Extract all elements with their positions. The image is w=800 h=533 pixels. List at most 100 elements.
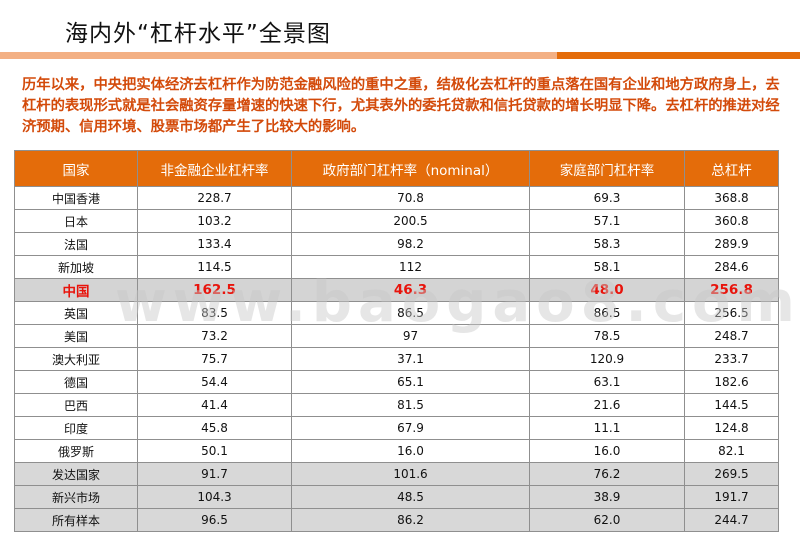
cell-total: 182.6 [684, 370, 779, 394]
cell-corporate: 96.5 [137, 508, 292, 532]
cell-total: 284.6 [684, 255, 779, 279]
cell-country: 中国 [14, 278, 138, 302]
cell-corporate: 103.2 [137, 209, 292, 233]
cell-corporate: 104.3 [137, 485, 292, 509]
table-row: 新加坡 114.5 112 58.1 284.6 [14, 255, 779, 279]
cell-government: 48.5 [291, 485, 530, 509]
cell-household: 58.3 [529, 232, 685, 256]
cell-household: 58.1 [529, 255, 685, 279]
cell-government: 101.6 [291, 462, 530, 486]
cell-corporate: 54.4 [137, 370, 292, 394]
header-government: 政府部门杠杆率（nominal） [291, 150, 530, 187]
cell-household: 78.5 [529, 324, 685, 348]
intro-paragraph: 历年以来，中央把实体经济去杠杆作为防范金融风险的重中之重，结极化去杠杆的重点落在… [22, 77, 780, 135]
cell-country: 日本 [14, 209, 138, 233]
table-row-summary: 发达国家 91.7 101.6 76.2 269.5 [14, 462, 779, 486]
cell-corporate: 41.4 [137, 393, 292, 417]
cell-country: 巴西 [14, 393, 138, 417]
cell-government: 112 [291, 255, 530, 279]
cell-household: 21.6 [529, 393, 685, 417]
cell-country: 法国 [14, 232, 138, 256]
cell-country: 德国 [14, 370, 138, 394]
cell-household: 86.5 [529, 301, 685, 325]
cell-total: 269.5 [684, 462, 779, 486]
cell-government: 46.3 [291, 278, 530, 302]
table-row: 印度 45.8 67.9 11.1 124.8 [14, 416, 779, 440]
cell-government: 37.1 [291, 347, 530, 371]
cell-government: 16.0 [291, 439, 530, 463]
header-household: 家庭部门杠杆率 [529, 150, 685, 187]
cell-government: 98.2 [291, 232, 530, 256]
cell-corporate: 83.5 [137, 301, 292, 325]
table-header-row: 国家 非金融企业杠杆率 政府部门杠杆率（nominal） 家庭部门杠杆率 总杠杆 [14, 150, 779, 187]
cell-household: 11.1 [529, 416, 685, 440]
cell-total: 244.7 [684, 508, 779, 532]
table-row-summary: 新兴市场 104.3 48.5 38.9 191.7 [14, 485, 779, 509]
title-underline-dark [557, 52, 800, 59]
leverage-table: 国家 非金融企业杠杆率 政府部门杠杆率（nominal） 家庭部门杠杆率 总杠杆… [14, 150, 779, 532]
cell-total: 248.7 [684, 324, 779, 348]
table-row: 法国 133.4 98.2 58.3 289.9 [14, 232, 779, 256]
header-country: 国家 [14, 150, 138, 187]
cell-household: 69.3 [529, 186, 685, 210]
cell-total: 256.5 [684, 301, 779, 325]
cell-household: 48.0 [529, 278, 685, 302]
table-row: 巴西 41.4 81.5 21.6 144.5 [14, 393, 779, 417]
cell-country: 中国香港 [14, 186, 138, 210]
cell-government: 86.2 [291, 508, 530, 532]
cell-total: 191.7 [684, 485, 779, 509]
cell-total: 144.5 [684, 393, 779, 417]
cell-government: 97 [291, 324, 530, 348]
cell-total: 360.8 [684, 209, 779, 233]
table-row: 澳大利亚 75.7 37.1 120.9 233.7 [14, 347, 779, 371]
cell-country: 所有样本 [14, 508, 138, 532]
cell-corporate: 73.2 [137, 324, 292, 348]
cell-total: 256.8 [684, 278, 779, 302]
cell-corporate: 228.7 [137, 186, 292, 210]
table-row: 美国 73.2 97 78.5 248.7 [14, 324, 779, 348]
cell-country: 印度 [14, 416, 138, 440]
cell-government: 81.5 [291, 393, 530, 417]
cell-country: 新兴市场 [14, 485, 138, 509]
cell-household: 57.1 [529, 209, 685, 233]
cell-total: 233.7 [684, 347, 779, 371]
cell-total: 289.9 [684, 232, 779, 256]
table-row: 德国 54.4 65.1 63.1 182.6 [14, 370, 779, 394]
cell-corporate: 75.7 [137, 347, 292, 371]
cell-household: 16.0 [529, 439, 685, 463]
table-row: 英国 83.5 86.5 86.5 256.5 [14, 301, 779, 325]
cell-country: 俄罗斯 [14, 439, 138, 463]
cell-country: 新加坡 [14, 255, 138, 279]
cell-corporate: 91.7 [137, 462, 292, 486]
cell-corporate: 114.5 [137, 255, 292, 279]
cell-household: 76.2 [529, 462, 685, 486]
cell-government: 67.9 [291, 416, 530, 440]
cell-household: 63.1 [529, 370, 685, 394]
cell-corporate: 133.4 [137, 232, 292, 256]
cell-government: 200.5 [291, 209, 530, 233]
cell-total: 368.8 [684, 186, 779, 210]
cell-corporate: 45.8 [137, 416, 292, 440]
cell-country: 英国 [14, 301, 138, 325]
cell-household: 38.9 [529, 485, 685, 509]
cell-household: 120.9 [529, 347, 685, 371]
cell-total: 82.1 [684, 439, 779, 463]
cell-country: 美国 [14, 324, 138, 348]
cell-government: 70.8 [291, 186, 530, 210]
cell-household: 62.0 [529, 508, 685, 532]
cell-government: 86.5 [291, 301, 530, 325]
header-total: 总杠杆 [684, 150, 779, 187]
table-row-highlight: 中国 162.5 46.3 48.0 256.8 [14, 278, 779, 302]
cell-country: 澳大利亚 [14, 347, 138, 371]
cell-corporate: 162.5 [137, 278, 292, 302]
cell-country: 发达国家 [14, 462, 138, 486]
cell-government: 65.1 [291, 370, 530, 394]
table-row: 俄罗斯 50.1 16.0 16.0 82.1 [14, 439, 779, 463]
table-row: 日本 103.2 200.5 57.1 360.8 [14, 209, 779, 233]
header-corporate: 非金融企业杠杆率 [137, 150, 292, 187]
table-row: 中国香港 228.7 70.8 69.3 368.8 [14, 186, 779, 210]
cell-total: 124.8 [684, 416, 779, 440]
title-underline-light [0, 52, 557, 59]
cell-corporate: 50.1 [137, 439, 292, 463]
page-title: 海内外“杠杆水平”全景图 [65, 21, 331, 47]
